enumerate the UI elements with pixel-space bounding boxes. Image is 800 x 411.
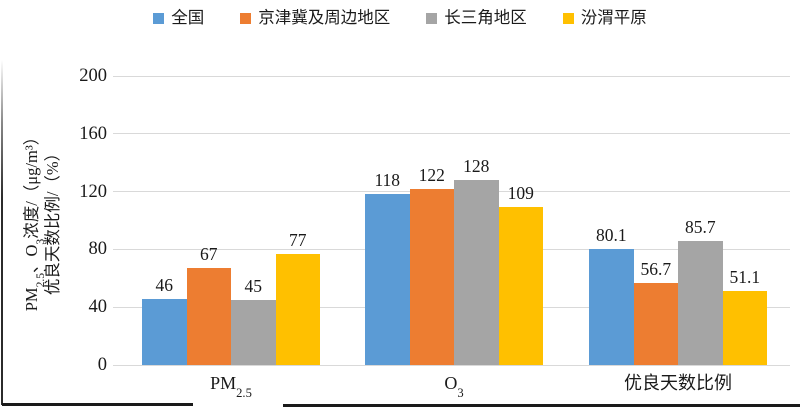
value-label-PM2.5-京津冀及周边地区: 67 [200,244,218,265]
value-label-O3-全国: 118 [374,170,401,191]
legend-item-label: 长三角地区 [444,8,527,27]
bar-PM2.5-汾渭平原 [275,253,320,365]
legend-item-4: 汾渭平原 [562,8,647,28]
bar-优良天数比例-汾渭平原 [722,291,767,365]
legend-swatch-icon [240,12,252,24]
bar-O3-汾渭平原 [498,207,543,365]
value-label-O3-长三角地区: 128 [463,156,490,177]
y-axis-title-line1: PM2.5、O3浓度/（μg/m³） [22,128,48,312]
bar-O3-全国 [365,194,410,365]
y-tick-label-200: 200 [79,66,107,86]
legend-item-3: 长三角地区 [426,8,527,28]
x-category-label-O3: O3 [444,373,464,400]
x-category-label-优良天数比例: 优良天数比例 [624,373,732,393]
bar-优良天数比例-全国 [589,249,634,365]
gridline-0 [113,364,790,366]
page-border-bottom-right [283,404,800,407]
legend-item-label: 汾渭平原 [580,8,647,27]
value-label-O3-京津冀及周边地区: 122 [418,164,445,185]
x-category-label-PM2.5: PM2.5 [210,373,252,400]
value-label-PM2.5-长三角地区: 45 [244,275,263,296]
value-label-PM2.5-全国: 46 [155,274,174,295]
y-tick-label-0: 0 [97,355,107,375]
gridline-200 [113,75,790,77]
y-tick-label-40: 40 [88,297,108,318]
gridline-160 [113,133,790,135]
legend-swatch-icon [153,12,165,24]
y-tick-label-120: 120 [79,181,107,202]
page-border-bottom-left [2,403,193,406]
page-border-left [1,60,3,405]
y-axis-title: PM2.5、O3浓度/（μg/m³） 优良天数比例/（%） [21,70,63,370]
legend-swatch-icon [426,12,438,24]
bar-优良天数比例-长三角地区 [678,241,723,365]
legend: 全国 京津冀及周边地区 长三角地区 汾渭平原 [0,8,800,28]
y-axis-title-line2: 优良天数比例/（%） [43,144,62,296]
bar-PM2.5-全国 [142,298,187,365]
y-tick-label-160: 160 [79,123,107,144]
value-label-优良天数比例-汾渭平原: 51.1 [729,267,761,288]
value-label-优良天数比例-全国: 80.1 [595,225,627,246]
value-label-PM2.5-汾渭平原: 77 [289,229,307,250]
bar-O3-长三角地区 [454,180,499,365]
bar-优良天数比例-京津冀及周边地区 [633,283,678,365]
bar-PM2.5-京津冀及周边地区 [186,268,231,365]
legend-item-2: 京津冀及周边地区 [240,8,390,28]
legend-item-label: 全国 [171,8,205,27]
legend-swatch-icon [562,12,574,24]
bar-PM2.5-长三角地区 [231,299,276,365]
value-label-优良天数比例-京津冀及周边地区: 56.7 [640,259,672,280]
value-label-优良天数比例-长三角地区: 85.7 [684,217,716,238]
value-label-O3-汾渭平原: 109 [507,183,534,204]
bar-O3-京津冀及周边地区 [409,188,454,365]
legend-item-1: 全国 [153,8,204,28]
y-tick-label-80: 80 [88,239,108,260]
legend-item-label: 京津冀及周边地区 [258,8,391,27]
